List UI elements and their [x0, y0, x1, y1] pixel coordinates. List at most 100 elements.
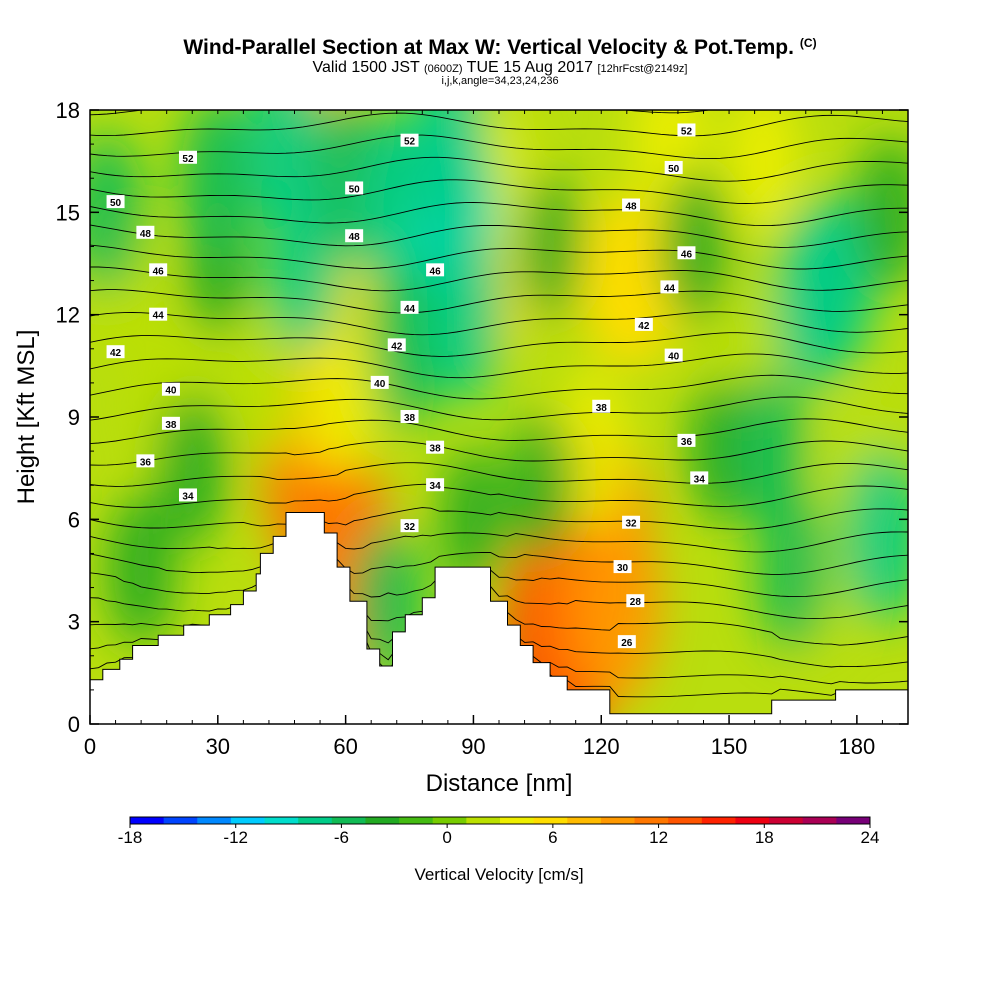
contour-label: 44 — [400, 300, 419, 315]
velocity-cell — [425, 226, 505, 403]
colorbar-label: 18 — [755, 828, 774, 847]
isentrope-line — [90, 418, 908, 445]
colorbar-swatch — [600, 817, 636, 824]
contour-label-bg — [106, 345, 125, 359]
contour-label-text: 44 — [404, 304, 416, 315]
y-tick-label: 9 — [68, 405, 80, 430]
contour-label: 36 — [136, 454, 155, 468]
colorbar-swatch — [197, 817, 232, 824]
contour-label-bg — [426, 440, 445, 454]
velocity-cell — [517, 174, 583, 319]
contour-label-bg — [149, 263, 168, 277]
contour-label-bg — [400, 300, 419, 314]
colorbar-label: 6 — [548, 828, 557, 847]
contour-label-bg — [400, 410, 419, 423]
velocity-cell — [180, 110, 256, 263]
contour-label-text: 30 — [617, 563, 629, 574]
y-tick-label: 6 — [68, 507, 80, 532]
isentrope-line — [90, 550, 908, 575]
contour-label: 38 — [426, 440, 445, 455]
colorbar-swatch — [130, 817, 165, 824]
x-tick-label: 180 — [839, 734, 876, 759]
contour-label: 48 — [622, 198, 641, 213]
isentrope-line — [90, 531, 908, 553]
contour-label-bg — [613, 560, 632, 574]
velocity-cell — [756, 490, 829, 651]
title-units: (C) — [799, 36, 817, 50]
contour-label-bg — [677, 246, 696, 260]
colorbar-label: -6 — [334, 828, 349, 847]
contour-label: 50 — [106, 195, 125, 209]
contour-label-text: 50 — [668, 164, 680, 175]
contour-label-bg — [660, 280, 679, 294]
colorbar-swatch — [802, 817, 837, 824]
isentrope-line — [90, 266, 908, 292]
contour-label-text: 46 — [681, 249, 693, 260]
contour-label-bg — [106, 195, 125, 209]
contour-label-bg — [622, 515, 641, 529]
contour-label-text: 26 — [621, 638, 633, 649]
colorbar-label: -12 — [223, 828, 248, 847]
velocity-cell — [246, 110, 326, 233]
contour-label: 38 — [592, 399, 611, 414]
colorbar-swatch — [399, 817, 434, 824]
colorbar-swatch — [466, 817, 501, 824]
contour-label-text: 36 — [681, 437, 693, 448]
colorbar-swatch — [533, 817, 568, 824]
velocity-cell — [90, 132, 144, 293]
title-text: Wind-Parallel Section at Max W: Vertical… — [183, 36, 794, 59]
isentrope-line — [90, 483, 908, 508]
valid-time-line: Valid 1500 JST (0600Z) TUE 15 Aug 2017 [… — [0, 59, 1000, 77]
contour-label-bg — [161, 416, 180, 430]
colorbar-swatch — [634, 817, 669, 824]
contour-label-bg — [664, 160, 683, 174]
contour-label-bg — [677, 123, 696, 137]
contour-label-text: 38 — [165, 420, 177, 431]
colorbar-swatch — [230, 817, 266, 824]
contour-label: 34 — [690, 471, 709, 485]
isentrope-line — [90, 244, 908, 270]
colorbar-swatch — [769, 817, 804, 824]
contour-label-bg — [161, 382, 180, 396]
contour-label-bg — [426, 478, 445, 492]
colorbar-swatch — [500, 817, 535, 824]
contour-label-text: 40 — [165, 386, 177, 397]
contour-label: 38 — [161, 416, 180, 431]
isentrope-line — [90, 462, 908, 487]
contour-label-text: 32 — [404, 522, 416, 533]
contour-label-text: 42 — [110, 348, 122, 359]
contour-label-bg — [136, 454, 155, 468]
contour-label-text: 40 — [668, 352, 680, 363]
x-tick-label: 0 — [84, 734, 96, 759]
contour-label-bg — [387, 338, 406, 352]
velocity-cell — [574, 504, 663, 705]
velocity-cell — [856, 136, 908, 289]
contour-label-text: 46 — [153, 266, 165, 277]
contour-label: 34 — [426, 478, 445, 492]
contour-label-text: 28 — [630, 597, 642, 608]
contour-label: 40 — [370, 375, 389, 390]
isentrope-line — [90, 440, 908, 466]
contour-label-bg — [617, 635, 636, 649]
velocity-cell — [508, 413, 575, 558]
contour-label: 40 — [161, 382, 180, 397]
contour-label-bg — [345, 181, 364, 195]
isentrope-line — [90, 562, 908, 598]
chart-title: Wind-Parallel Section at Max W: Vertical… — [0, 36, 1000, 60]
valid-date: TUE 15 Aug 2017 — [466, 59, 593, 76]
y-tick-label: 0 — [68, 712, 80, 737]
valid-prefix: Valid 1500 JST — [312, 59, 420, 76]
contour-label-text: 32 — [626, 519, 638, 530]
x-axis-title: Distance [nm] — [426, 770, 573, 797]
contour-label: 32 — [622, 515, 641, 530]
contour-label-bg — [426, 263, 445, 277]
contour-label-text: 38 — [430, 444, 442, 455]
colorbar-swatch — [668, 817, 703, 824]
isentrope-line — [90, 396, 908, 421]
contour-label: 42 — [387, 338, 406, 352]
x-axis: 0 30 60 90 120 150 180 — [84, 110, 909, 759]
contour-label: 38 — [400, 410, 419, 424]
contour-label: 46 — [426, 263, 445, 277]
